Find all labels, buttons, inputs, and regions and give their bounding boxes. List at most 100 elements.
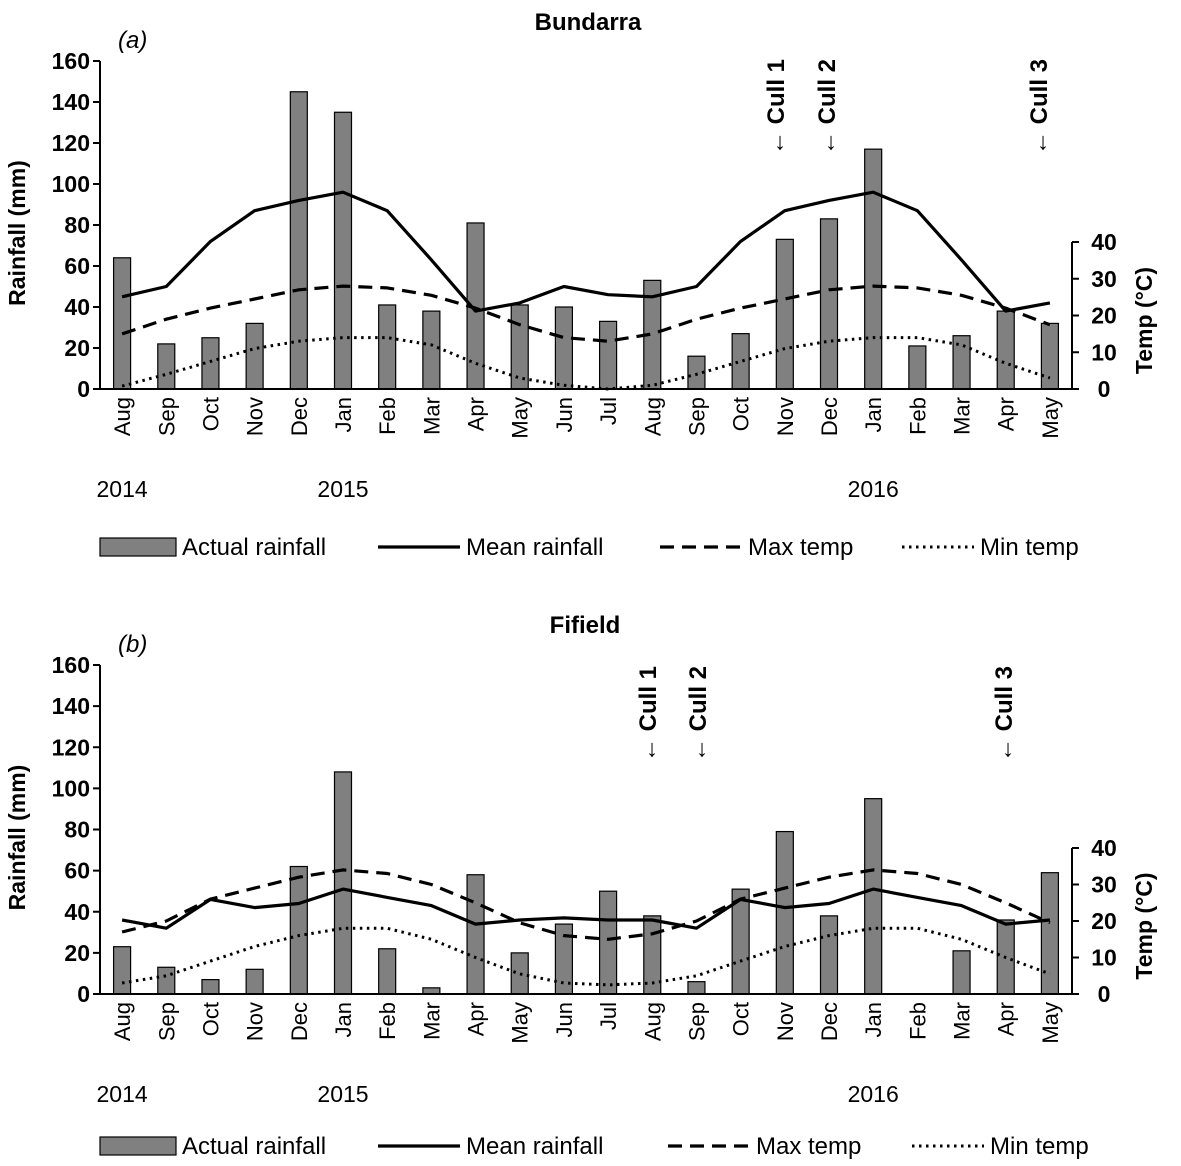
x-tick-label: Apr [994, 1002, 1019, 1036]
cull-annotation: ← Cull 2 [814, 59, 841, 155]
bar [819, 915, 839, 995]
y-tick-label-left: 160 [52, 652, 90, 678]
y-tick-label-left: 140 [52, 89, 90, 115]
year-label: 2016 [848, 476, 899, 502]
x-tick-label: Feb [375, 1002, 400, 1040]
panel-label: (b) [118, 631, 147, 658]
y-tick-label-left: 120 [52, 130, 90, 156]
bar [510, 304, 529, 390]
x-tick-label: Jul [596, 397, 621, 425]
series-line-dotted [121, 336, 1051, 391]
cull-annotation: ← Cull 1 [763, 59, 790, 155]
y-tick-label-right: 0 [1098, 376, 1111, 402]
x-tick-label: Feb [905, 397, 930, 435]
y-tick-label-left: 100 [52, 171, 90, 197]
bar [378, 948, 397, 995]
y-tick-label-left: 20 [64, 335, 90, 361]
bar [157, 343, 176, 390]
legend-label-actual: Actual rainfall [182, 1133, 326, 1160]
legend-label-max: Max temp [748, 534, 853, 561]
bar [864, 148, 883, 390]
x-tick-label: Oct [198, 1002, 223, 1036]
chart-title: Bundarra [535, 9, 642, 36]
x-tick-label: Nov [243, 1002, 268, 1041]
bar [422, 310, 441, 390]
y-tick-label-left: 0 [77, 376, 90, 402]
x-tick-label: Jan [861, 1002, 886, 1037]
y-axis-label-left: Rainfall (mm) [4, 765, 30, 911]
bar [289, 865, 308, 995]
y-tick-label-right: 20 [1091, 908, 1117, 934]
year-label: 2016 [848, 1081, 899, 1107]
legend-label-actual: Actual rainfall [182, 534, 326, 561]
series-line-dashed [121, 868, 1051, 941]
bar [333, 111, 353, 390]
x-tick-label: Mar [950, 397, 975, 435]
legend-1: Actual rainfall Mean rainfall Max temp Min … [99, 534, 1079, 561]
x-tick-label: Aug [640, 397, 665, 436]
x-tick-label: Jun [552, 1002, 577, 1037]
bar [687, 981, 706, 995]
y-axis-label-right: Temp (°C) [1131, 872, 1157, 979]
y-tick-label-left: 40 [64, 899, 90, 925]
x-tick-label: Sep [154, 1002, 179, 1041]
x-tick-label: Jan [331, 397, 356, 432]
x-tick-label: Jul [596, 1002, 621, 1030]
y-tick-label-left: 20 [64, 940, 90, 966]
bar [245, 968, 264, 995]
bar [864, 798, 883, 995]
x-tick-label: Oct [729, 1002, 754, 1036]
legend-2: Actual rainfall Mean rainfall Max temp Min … [99, 1133, 1089, 1160]
legend-label-min: Min temp [990, 1133, 1089, 1160]
bar [1040, 322, 1060, 390]
bar [378, 304, 397, 390]
cull-annotation: ← Cull 1 [635, 666, 662, 762]
legend-swatch-bar [99, 537, 177, 557]
bar [289, 91, 308, 390]
x-tick-label: Apr [464, 1002, 489, 1036]
legend-swatch-bar [99, 1136, 177, 1156]
bar [510, 952, 529, 995]
x-tick-label: Feb [905, 1002, 930, 1040]
bar [996, 310, 1015, 390]
y-tick-label-left: 40 [64, 294, 90, 320]
x-tick-label: Jan [331, 1002, 356, 1037]
y-tick-label-right: 30 [1091, 872, 1117, 898]
cull-annotation: ← Cull 3 [1026, 59, 1053, 155]
x-tick-label: Aug [110, 1002, 135, 1041]
bar [112, 946, 132, 995]
y-tick-label-left: 60 [64, 253, 90, 279]
bar [952, 950, 971, 995]
y-tick-label-left: 100 [52, 775, 90, 801]
cull-annotation: ← Cull 3 [991, 666, 1018, 762]
x-tick-label: Dec [287, 397, 312, 436]
bar [1040, 872, 1060, 995]
bar [245, 322, 264, 390]
x-tick-label: Mar [419, 1002, 444, 1040]
y-tick-label-right: 10 [1091, 945, 1117, 971]
x-tick-label: Dec [817, 1002, 842, 1041]
x-tick-label: Aug [640, 1002, 665, 1041]
bar [598, 890, 618, 995]
x-tick-label: Jan [861, 397, 886, 432]
series-line-solid [121, 887, 1051, 930]
y-axis-label-right: Temp (°C) [1131, 267, 1157, 374]
x-tick-label: Apr [994, 397, 1019, 431]
x-tick-label: May [1038, 397, 1063, 439]
x-tick-label: Mar [950, 1002, 975, 1040]
y-tick-label-left: 140 [52, 693, 90, 719]
year-label: 2014 [97, 1081, 148, 1107]
x-tick-label: Oct [198, 397, 223, 431]
y-tick-label-right: 10 [1091, 339, 1117, 365]
x-tick-label: Sep [684, 397, 709, 436]
y-tick-label-right: 40 [1091, 835, 1117, 861]
bar [157, 966, 176, 995]
cull-annotation: ← Cull 2 [685, 666, 712, 762]
x-tick-label: Oct [729, 397, 754, 431]
y-tick-label-right: 0 [1098, 981, 1111, 1007]
bar [731, 333, 750, 390]
x-tick-label: Nov [243, 397, 268, 436]
bar [952, 335, 971, 390]
year-label: 2015 [317, 476, 368, 502]
